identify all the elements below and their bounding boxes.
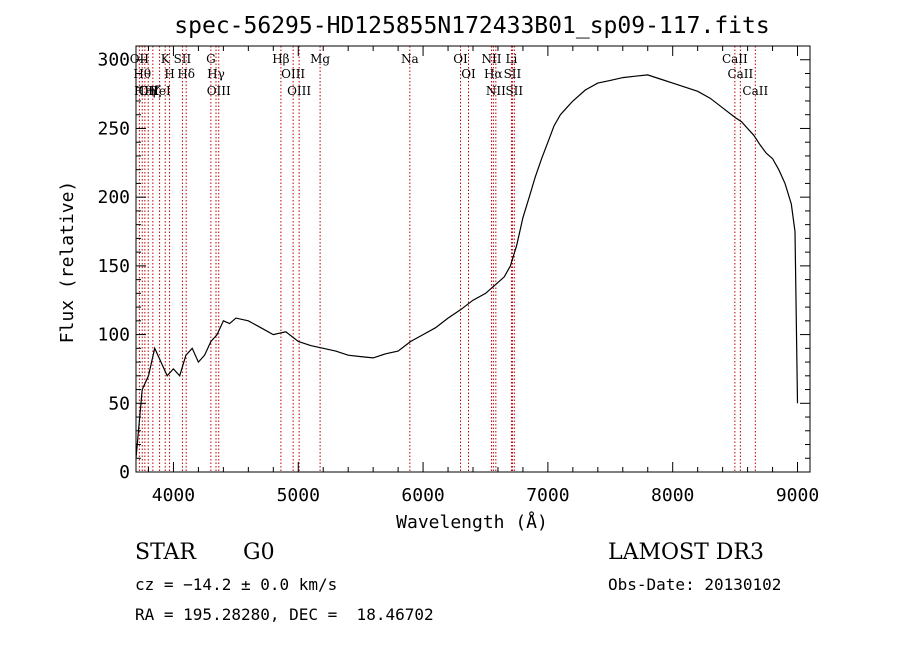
x-tick-label: 5000 — [277, 485, 320, 506]
line-marker-label: OIII — [207, 84, 231, 98]
line-marker-label: G — [206, 52, 216, 66]
line-marker-label: H η — [134, 84, 155, 98]
survey-name: LAMOST DR3 — [608, 540, 764, 565]
chart-title: spec-56295-HD125855N172433B01_sp09-117.f… — [174, 13, 769, 39]
line-marker-layer — [138, 46, 756, 472]
line-marker-label: HeI — [148, 84, 171, 98]
line-marker-label: CaII — [722, 52, 748, 66]
line-marker-label: Hζ — [144, 84, 161, 98]
line-marker-label: OI — [461, 67, 476, 81]
plot-frame — [135, 45, 811, 473]
coordinates-text: RA = 195.28280, DEC = 18.46702 — [135, 605, 434, 624]
line-marker-label: Li — [506, 52, 518, 66]
line-marker-label: Hγ — [207, 67, 225, 81]
y-tick-label: 50 — [108, 393, 130, 414]
line-marker-label: Hθ — [133, 67, 151, 81]
x-tick-label: 6000 — [401, 485, 444, 506]
line-marker-label: OII — [130, 52, 150, 66]
line-marker-label: SII — [174, 52, 192, 66]
y-tick-label: 100 — [97, 325, 130, 346]
x-tick-label: 7000 — [526, 485, 569, 506]
x-tick-label: 9000 — [776, 485, 819, 506]
axes-layer: 4000 5000 6000 7000 8000 9000 0 50 100 150 200 250 3… — [97, 45, 819, 506]
line-marker-label: Hβ — [272, 52, 289, 66]
line-marker-label: Hδ — [177, 67, 195, 81]
line-marker-label: Hα — [484, 67, 503, 81]
spectral-subclass: G0 — [243, 540, 275, 565]
line-marker-label: CaII — [742, 84, 768, 98]
spectrum-line — [135, 74, 799, 459]
x-tick-label: 4000 — [152, 485, 195, 506]
y-tick-label: 250 — [97, 118, 130, 139]
y-tick-label: 200 — [97, 187, 130, 208]
line-marker-label: H — [164, 67, 174, 81]
line-marker-label: K — [161, 52, 171, 66]
y-tick-label: 300 — [97, 50, 130, 71]
y-tick-label: 150 — [97, 256, 130, 277]
x-axis-label: Wavelength (Å) — [396, 511, 548, 533]
line-marker-label: NII — [481, 52, 501, 66]
x-tick-label: 8000 — [651, 485, 694, 506]
line-marker-label: OIII — [281, 67, 305, 81]
line-marker-label: SII — [504, 67, 522, 81]
redshift-text: cz = −14.2 ± 0.0 km/s — [135, 575, 338, 594]
y-axis-label: Flux (relative) — [57, 181, 78, 344]
line-marker-label: Mg — [310, 52, 330, 66]
line-marker-label: Na — [401, 52, 419, 66]
line-marker-label: OII — [139, 84, 159, 98]
line-marker-label: OI — [453, 52, 468, 66]
object-class: STAR — [135, 540, 196, 565]
line-marker-label: NII — [486, 84, 506, 98]
obs-date: Obs-Date: 20130102 — [608, 575, 782, 594]
spectrum-layer — [135, 74, 799, 459]
line-marker-label: CaII — [727, 67, 753, 81]
line-marker-label: SII — [505, 84, 523, 98]
y-tick-label: 0 — [119, 462, 130, 483]
line-marker-label: OIII — [287, 84, 311, 98]
